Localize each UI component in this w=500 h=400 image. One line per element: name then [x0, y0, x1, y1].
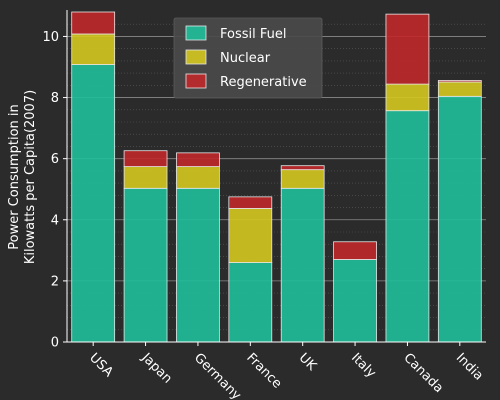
bar-nuclear-india [437, 81, 482, 97]
legend-swatch-fossil-fuel [185, 25, 207, 41]
bars [71, 11, 482, 343]
legend-label: Fossil Fuel [220, 27, 287, 42]
bar-regenerative-india [437, 80, 482, 83]
bar-fossil-fuel-usa [71, 64, 116, 343]
x-tick-label: India [453, 350, 486, 383]
bar-regenerative-italy [333, 241, 377, 260]
bar-fossil-fuel-japan [123, 187, 168, 343]
bar-regenerative-usa [71, 11, 116, 35]
bar-fossil-fuel-canada [385, 110, 430, 343]
y-axis-label-line-1: Power Consumption in [7, 104, 22, 250]
bar-fossil-fuel-italy [333, 259, 377, 343]
x-tick-label: USA [86, 350, 116, 380]
legend-label: Nuclear [220, 51, 271, 66]
x-tick-label: Germany [191, 350, 244, 400]
x-tick-label: UK [296, 350, 320, 374]
bar-nuclear-france [228, 208, 273, 263]
bar-regenerative-japan [123, 150, 168, 168]
bar-fossil-fuel-india [437, 95, 482, 343]
x-tick-label: Canada [400, 350, 446, 396]
y-axis-label-line-2: Kilowatts per Capita(2007) [23, 90, 38, 264]
x-tick-label: Italy [348, 350, 379, 381]
bar-nuclear-germany [176, 166, 220, 189]
bar-nuclear-usa [71, 33, 116, 65]
legend-box [173, 17, 323, 99]
bar-fossil-fuel-uk [280, 187, 325, 343]
bar-nuclear-canada [385, 83, 430, 112]
legend-label: Regenerative [220, 75, 307, 90]
bar-nuclear-japan [123, 166, 168, 189]
bar-fossil-fuel-germany [176, 187, 220, 343]
bar-nuclear-uk [280, 169, 325, 189]
x-tick-label: France [243, 350, 284, 391]
bar-fossil-fuel-france [228, 262, 273, 343]
bar-regenerative-france [228, 196, 273, 209]
y-tick-label: 10 [42, 30, 59, 45]
y-tick-label: 2 [51, 274, 59, 289]
y-tick-label: 6 [51, 152, 59, 167]
y-tick-label: 8 [51, 91, 59, 106]
y-axis-label: Power Consumption in Kilowatts per Capit… [7, 90, 38, 264]
bar-regenerative-uk [280, 165, 325, 171]
y-tick-label: 4 [51, 213, 59, 228]
legend-swatch-nuclear [185, 49, 207, 65]
bar-regenerative-canada [385, 13, 430, 85]
legend-swatch-regenerative [185, 73, 207, 89]
y-tick-label: 0 [51, 336, 59, 351]
legend: Fossil Fuel Nuclear Regenerative [173, 17, 323, 99]
bar-regenerative-germany [176, 152, 220, 168]
x-tick-label: Japan [138, 350, 175, 387]
